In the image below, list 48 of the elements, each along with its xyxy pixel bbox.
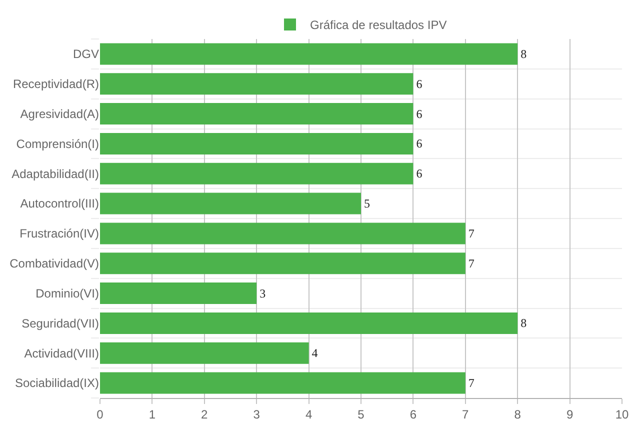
y-tick-label: DGV (72, 47, 99, 62)
bar (100, 43, 518, 65)
y-tick-label: Dominio(VI) (36, 286, 99, 300)
bar (100, 312, 518, 334)
x-tick-label: 7 (462, 407, 470, 422)
data-label: 8 (520, 46, 527, 61)
bar (100, 73, 414, 95)
x-tick-label: 5 (358, 407, 365, 422)
x-tick-label: 0 (96, 407, 104, 422)
bar (100, 132, 414, 154)
x-tick-label: 3 (253, 407, 260, 422)
y-tick-label: Receptividad(R) (12, 77, 99, 92)
x-tick-label: 9 (566, 407, 574, 422)
y-tick-label: Sociabilidad(IX) (14, 376, 99, 390)
data-label: 6 (416, 166, 422, 181)
data-label: 3 (260, 286, 266, 300)
x-tick-label: 1 (148, 407, 156, 422)
bar (100, 103, 414, 125)
data-label: 7 (468, 226, 474, 240)
y-tick-label: Frustración(IV) (20, 226, 99, 241)
y-tick-label: Actividad(VIII) (24, 346, 99, 360)
bar (100, 342, 309, 364)
data-label: 6 (416, 106, 422, 121)
bar (100, 252, 466, 274)
data-label: 6 (416, 136, 422, 151)
y-tick-label: Autocontrol(III) (20, 196, 99, 211)
y-tick-label: Adaptabilidad(II) (12, 166, 99, 181)
legend-label: Gráfica de resultados IPV (310, 18, 447, 32)
x-tick-label: 2 (201, 407, 208, 422)
bar (100, 192, 361, 214)
data-label: 6 (416, 76, 422, 91)
bar (100, 222, 466, 244)
data-label: 7 (468, 256, 474, 270)
y-tick-label: Comprensión(I) (16, 136, 99, 151)
x-tick-label: 4 (305, 407, 312, 422)
data-label: 5 (364, 196, 370, 211)
bar (100, 372, 466, 394)
bar (100, 282, 257, 304)
y-tick-label: Agresividad(A) (20, 106, 99, 121)
y-tick-label: Combatividad(V) (10, 256, 99, 271)
bar (100, 162, 414, 184)
x-tick-label: 8 (514, 407, 522, 422)
x-tick-label: 10 (615, 407, 629, 422)
data-label: 4 (312, 346, 318, 360)
y-tick-label: Seguridad(VII) (22, 316, 99, 330)
data-label: 7 (468, 376, 474, 390)
x-tick-label: 6 (410, 407, 417, 422)
data-label: 8 (520, 316, 527, 330)
